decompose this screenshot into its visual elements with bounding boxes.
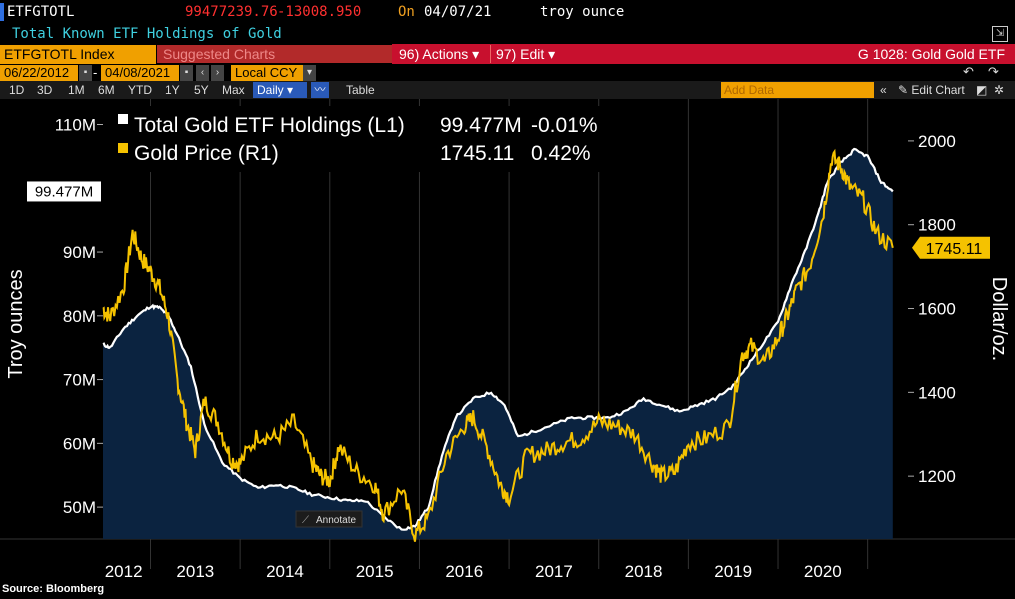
left-tick-label-2: 70M [63, 371, 96, 390]
x-tick-label-5: 2017 [535, 562, 573, 581]
chart-name: G 1028: Gold Gold ETF [857, 46, 1005, 62]
chevron-down-icon: ▾ [548, 46, 556, 62]
ticker-bar: ETFGTOTL 99477239.76 -13008.950 On 04/07… [0, 0, 1015, 42]
holdings-line [102, 147, 894, 531]
right-axis: 1200 1400 1600 1800 2000 [908, 132, 956, 486]
gear-icon[interactable]: ✲ [994, 83, 1005, 97]
edit-chart-label: Edit Chart [911, 83, 965, 97]
last-price: 99477239.76 [185, 4, 278, 20]
unit-label: troy ounce [540, 4, 625, 20]
ticker-marker [0, 3, 4, 21]
edit-menu[interactable]: 97) Edit ▾ [490, 45, 560, 63]
right-tick-label-3: 1800 [918, 216, 956, 235]
chevron-down-icon: ▾ [472, 46, 480, 62]
right-tick-label-1: 1400 [918, 383, 956, 402]
currency-chevron-icon[interactable]: ▾ [303, 65, 316, 81]
add-data-input[interactable]: Add Data [721, 82, 874, 98]
annotate-label: Annotate [316, 515, 356, 526]
left-tick-label-0: 50M [63, 498, 96, 517]
pencil-icon: ⟋ [302, 515, 309, 526]
date-range-bar: 06/22/2012 ▪ - 04/08/2021 ▪ ‹ › Local CC… [0, 64, 1015, 82]
description-bar: Total Known ETF Holdings of Gold [0, 24, 1015, 44]
security-description: Total Known ETF Holdings of Gold [12, 26, 282, 42]
legend-holdings-label: Total Gold ETF Holdings (L1) [134, 114, 405, 137]
right-axis-label: Dollar/oz. [988, 277, 1010, 361]
left-tick-label-4: 90M [63, 243, 96, 262]
right-tick-label-2: 1600 [918, 300, 956, 319]
period-6m[interactable]: 6M [98, 83, 115, 97]
end-date-input[interactable]: 04/08/2021 [101, 65, 179, 81]
edit-label: 97) Edit [496, 46, 545, 62]
currency-select[interactable]: Local CCY [231, 65, 305, 81]
legend-holdings-change: -0.01% [531, 114, 598, 137]
frequency-select[interactable]: Daily ▾ [253, 82, 307, 98]
undo-icon[interactable]: ↶ [963, 64, 974, 79]
legend-gold-swatch [118, 143, 128, 153]
last-value-left-text: 99.477M [35, 183, 93, 200]
next-period-icon[interactable]: › [211, 65, 224, 81]
prev-period-icon[interactable]: ‹ [196, 65, 209, 81]
legend-gold-value: 1745.11 [440, 142, 514, 165]
start-date-input[interactable]: 06/22/2012 [0, 65, 78, 81]
table-button[interactable]: Table [346, 83, 375, 97]
x-tick-label-8: 2020 [804, 562, 842, 581]
on-label: On [398, 4, 415, 20]
last-value-right: 1745.11 [912, 236, 990, 259]
suggested-charts-button[interactable]: Suggested Charts [157, 45, 396, 63]
frequency-label: Daily [257, 83, 284, 97]
left-tick-label-1: 60M [63, 434, 96, 453]
period-bar: 1D 3D 1M 6M YTD 1Y 5Y Max Daily ▾ 〰 Tabl… [0, 81, 1015, 99]
price-change: -13008.950 [277, 4, 362, 20]
popout-icon[interactable]: ⇲ [992, 26, 1008, 42]
period-5y[interactable]: 5Y [194, 83, 209, 97]
command-bar: ETFGTOTL Index Suggested Charts 96) Acti… [0, 44, 1015, 64]
x-tick-label-0: 2012 [105, 562, 143, 581]
right-tick-label-4: 2000 [918, 132, 956, 151]
action-bar: 96) Actions ▾ 97) Edit ▾ [392, 44, 1015, 64]
gold-price-line [102, 148, 894, 542]
start-calendar-icon[interactable]: ▪ [79, 65, 92, 81]
line-chart-icon[interactable]: 〰 [311, 82, 329, 98]
right-tick-label-0: 1200 [918, 467, 956, 486]
x-tick-label-4: 2016 [445, 562, 483, 581]
security-field[interactable]: ETFGTOTL Index [0, 45, 156, 64]
period-1y[interactable]: 1Y [165, 83, 180, 97]
collapse-icon[interactable]: « [880, 83, 887, 97]
last-value-left: 99.477M [27, 181, 101, 202]
left-tick-label-3: 80M [63, 307, 96, 326]
end-calendar-icon[interactable]: ▪ [180, 65, 193, 81]
legend-gold-label: Gold Price (R1) [134, 142, 279, 165]
left-axis: 50M 60M 70M 80M 90M 110M [55, 116, 103, 517]
left-axis-label: Troy ounces [5, 269, 27, 378]
legend-holdings-value: 99.477M [440, 114, 522, 137]
x-axis: 2012 2013 2014 2015 2016 2017 2018 2019 2020 [105, 562, 842, 581]
legend-box [108, 106, 608, 172]
legend-gold-change: 0.42% [531, 142, 591, 165]
period-max[interactable]: Max [222, 83, 245, 97]
ticker-symbol: ETFGTOTL [7, 4, 75, 20]
settings-icon[interactable]: ◩ [976, 83, 988, 97]
x-tick-label-6: 2018 [625, 562, 663, 581]
actions-menu[interactable]: 96) Actions ▾ [394, 45, 484, 63]
annotate-button[interactable]: ⟋ Annotate [295, 510, 363, 528]
period-1d[interactable]: 1D [9, 83, 25, 97]
date-separator: - [93, 65, 98, 80]
period-3d[interactable]: 3D [37, 83, 53, 97]
period-ytd[interactable]: YTD [128, 83, 152, 97]
chart-canvas: 50M 60M 70M 80M 90M 110M 1200 1400 1600 1800 2000… [0, 99, 1015, 581]
period-1m[interactable]: 1M [68, 83, 85, 97]
x-tick-label-2: 2014 [266, 562, 304, 581]
redo-icon[interactable]: ↷ [988, 64, 999, 79]
x-tick-label-3: 2015 [356, 562, 394, 581]
price-date: 04/07/21 [424, 4, 492, 20]
left-tick-label-5: 110M [55, 116, 96, 135]
x-tick-label-1: 2013 [176, 562, 214, 581]
edit-chart-button[interactable]: ✎ Edit Chart [898, 83, 965, 97]
actions-label: 96) Actions [399, 46, 469, 62]
legend-holdings-swatch [118, 114, 128, 124]
source-note: Source: Bloomberg [2, 583, 105, 595]
x-tick-label-7: 2019 [714, 562, 752, 581]
last-value-right-text: 1745.11 [926, 241, 983, 258]
